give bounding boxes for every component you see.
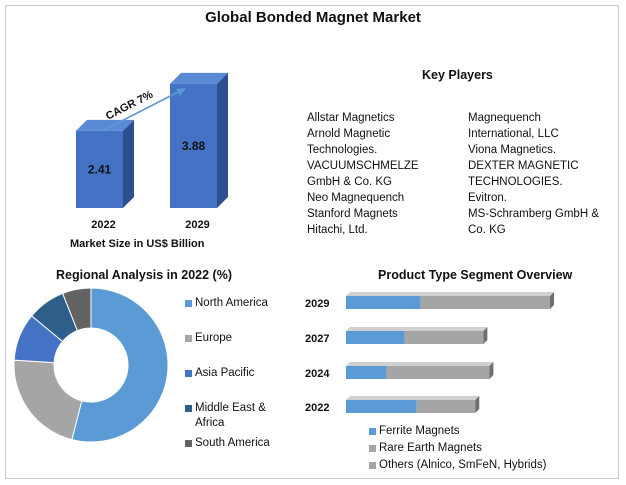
chart-frame [5, 5, 619, 479]
product-category-label: 2029 [305, 298, 329, 310]
legend-label: Asia Pacific [195, 366, 254, 381]
product-bar-top [346, 327, 409, 331]
legend-label-line: Asia Pacific [195, 367, 255, 379]
product-bar-segment [386, 366, 490, 379]
product-type-chart: 2029 2027 2024 2022 [305, 292, 555, 414]
key-players-title: Key Players [422, 68, 493, 82]
product-bar-top [404, 327, 488, 331]
legend-swatch [185, 335, 192, 342]
market-xlabel: Market Size in US$ Billion [70, 238, 205, 250]
legend-label: Middle East & Africa [195, 401, 266, 431]
regional-title: Regional Analysis in 2022 (%) [56, 268, 232, 282]
product-category-label: 2027 [305, 333, 329, 345]
legend-label-line: Europe [195, 332, 233, 344]
product-legend-label: Ferrite Magnets [379, 425, 460, 437]
key-player-line: VACUUMSCHMELZE [307, 160, 419, 172]
product-category-label: 2022 [305, 402, 329, 414]
key-player-line: Neo Magnequench [307, 192, 405, 204]
product-bar-segment [346, 331, 405, 344]
key-player-line: DEXTER MAGNETIC [468, 160, 579, 172]
cagr-arrow-head [176, 88, 186, 96]
donut-slice [71, 287, 169, 443]
page-title: Global Bonded Magnet Market [205, 9, 421, 26]
key-player-line: GmbH & Co. KG [307, 176, 392, 188]
legend-label: North America [195, 296, 268, 311]
donut-slice [13, 359, 83, 441]
key-players-right-list: Magnequench International, LLC Viona Magne… [468, 110, 599, 238]
product-bar-top [386, 362, 494, 366]
product-legend-label: Others (Alnico, SmFeN, Hybrids) [379, 459, 547, 471]
product-bar-end [489, 362, 494, 379]
donut-slice [62, 287, 92, 332]
product-legend-swatch [369, 462, 376, 469]
market-bar [76, 130, 123, 208]
key-player-line: Co. KG [468, 224, 506, 236]
legend-label-line: South America [195, 437, 270, 449]
product-bar-top [420, 292, 555, 296]
market-category-label: 2029 [185, 219, 209, 231]
key-player-line: Technologies. [307, 144, 378, 156]
market-category-label: 2022 [91, 219, 115, 231]
key-player-line: MS-Schramberg GmbH & [468, 208, 600, 220]
key-player-line: International, LLC [468, 128, 559, 140]
market-bar-side [123, 119, 134, 208]
legend-label: South America [195, 436, 270, 451]
key-player-line: TECHNOLOGIES. [468, 176, 563, 188]
product-bar-top [346, 396, 421, 400]
market-bar-value-label: 2.41 [88, 162, 112, 176]
legend-swatch [185, 300, 192, 307]
key-player-line: Viona Magnetics. [468, 144, 557, 156]
regional-donut-chart [13, 287, 169, 443]
market-bar [170, 83, 217, 208]
market-bar-top [170, 72, 228, 84]
product-bar-segment [404, 331, 484, 344]
key-players-left-list: Allstar Magnetics Arnold Magnetic Technolo… [307, 110, 419, 238]
product-bar-segment [420, 296, 551, 309]
product-bar-segment [346, 366, 387, 379]
product-bar-end [550, 292, 555, 309]
product-legend-swatch [369, 445, 376, 452]
legend-label-line: Africa [195, 417, 225, 429]
product-bar-end [483, 327, 488, 344]
key-player-line: Evitron. [468, 192, 507, 204]
legend-label-line: Middle East & [195, 402, 266, 414]
product-title: Product Type Segment Overview [378, 268, 573, 282]
cagr-arrow [103, 89, 183, 131]
legend-swatch [185, 405, 192, 412]
legend-swatch [185, 370, 192, 377]
legend-label: Europe [195, 331, 232, 346]
key-player-line: Arnold Magnetic [307, 128, 391, 140]
product-bar-segment [416, 400, 476, 413]
product-category-label: 2024 [305, 368, 330, 380]
product-legend-label: Rare Earth Magnets [379, 442, 482, 454]
product-bar-top [416, 396, 480, 400]
product-bar-top [346, 292, 425, 296]
market-bar-side [217, 72, 228, 208]
product-bar-segment [346, 400, 417, 413]
key-player-line: Magnequench [468, 112, 541, 124]
product-legend-swatch [369, 428, 376, 435]
product-bar-segment [346, 296, 421, 309]
key-player-line: Allstar Magnetics [307, 112, 395, 124]
product-bar-end [475, 396, 480, 413]
legend-swatch [185, 440, 192, 447]
key-player-line: Stanford Magnets [307, 208, 398, 220]
product-bar-top [346, 362, 391, 366]
key-player-line: Hitachi, Ltd. [307, 224, 368, 236]
market-bar-value-label: 3.88 [182, 139, 206, 153]
legend-label-line: North America [195, 297, 268, 309]
